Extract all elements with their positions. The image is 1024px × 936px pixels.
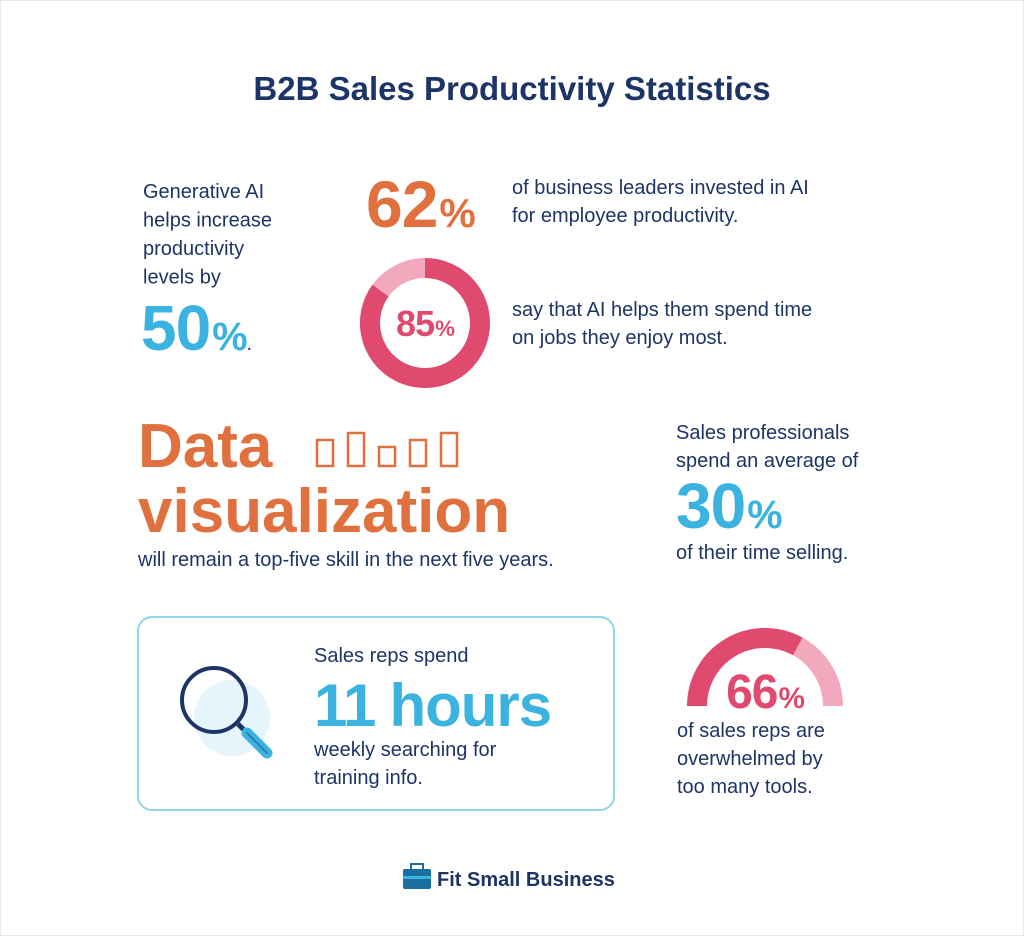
headline: visualization [138, 477, 510, 546]
stat-unit: % [439, 190, 475, 236]
stat-value: 11 [314, 672, 375, 739]
gauge-track [792, 637, 843, 707]
text-line: helps increase [143, 210, 272, 232]
stat-value: 30 [676, 470, 745, 542]
briefcase-icon [403, 863, 431, 889]
text-line: for employee productivity. [512, 205, 738, 227]
stat-value: 66 [726, 666, 777, 719]
text-line: of sales reps are [677, 720, 825, 742]
stat-number: 85% [396, 303, 455, 344]
text-line: weekly searching for [313, 739, 497, 761]
stat-value: 62 [366, 167, 437, 241]
text-line: spend an average of [676, 450, 859, 472]
stat-unit: % [747, 493, 782, 537]
stat-unit: % [212, 315, 247, 359]
text-line: Sales reps spend [314, 645, 469, 667]
stat-value: 85 [396, 303, 435, 344]
gauge-arc [687, 628, 803, 707]
text-line: will remain a top-five skill in the next… [137, 549, 554, 571]
text-line: of business leaders invested in AI [512, 177, 809, 199]
stat-number: 11 hours [314, 672, 551, 739]
text-line: Sales professionals [676, 422, 849, 444]
stat-number: 66% [726, 666, 804, 719]
bar-icon [315, 431, 459, 468]
stat-unit: % [778, 682, 804, 715]
text-line: on jobs they enjoy most. [512, 327, 728, 349]
text-line: too many tools. [677, 776, 813, 798]
headline: Data [138, 412, 273, 481]
stat-tail: . [246, 333, 251, 355]
stat-number: 62% [366, 167, 475, 241]
title: B2B Sales Productivity Statistics [253, 70, 770, 107]
text-line: levels by [143, 267, 221, 289]
text-line: say that AI helps them spend time [512, 299, 812, 321]
stat-number: 30% [676, 470, 782, 542]
stat-number: 50%. [141, 292, 251, 364]
stat-unit: % [435, 316, 455, 341]
magnifier-icon [180, 666, 273, 759]
text-line: training info. [314, 767, 423, 789]
stat-unit: hours [389, 672, 551, 739]
stat-value: 50 [141, 292, 210, 364]
footer-brand: Fit Small Business [437, 869, 615, 891]
stat-box [137, 616, 615, 811]
text-line: of their time selling. [676, 542, 848, 564]
donut-arc [360, 258, 490, 388]
text-line: productivity [143, 238, 244, 260]
text-line: overwhelmed by [677, 748, 823, 770]
text-line: Generative AI [143, 181, 264, 203]
